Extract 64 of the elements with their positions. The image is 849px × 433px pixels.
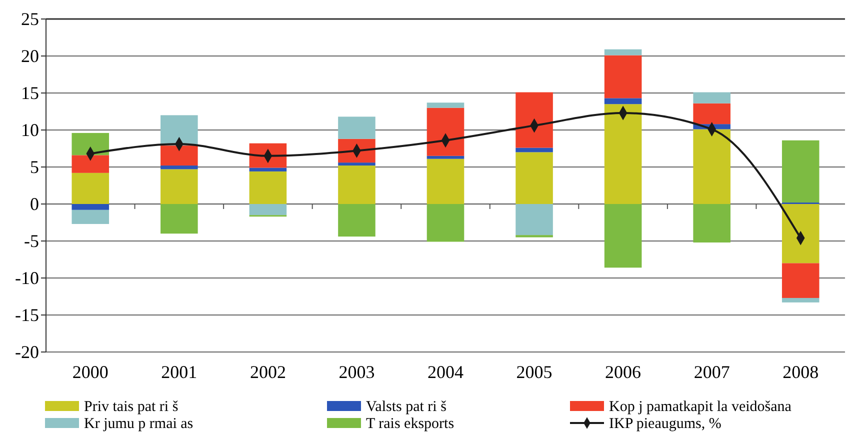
bar [782,298,820,302]
legend-label: T rais eksports [366,416,454,432]
bar [782,263,820,298]
bar [338,116,376,139]
legend-label: Kop j pamatkapit la veidošana [609,399,792,415]
x-tick-label: 2007 [694,362,730,382]
bar [160,169,198,204]
bar [72,172,110,204]
y-tick-label: 0 [30,194,39,214]
bar [426,158,464,204]
bar [782,204,820,264]
bar [249,171,287,204]
bar [338,162,376,166]
x-tick-label: 2001 [161,362,198,382]
x-tick-label: 2003 [338,362,375,382]
y-tick-label: -10 [15,268,39,288]
bar [426,108,464,156]
bar [604,49,642,56]
bar [160,146,198,166]
bar [516,204,553,236]
legend-label: Priv tais pat ri š [84,399,178,415]
x-tick-label: 2004 [428,362,464,382]
bar [249,168,287,172]
bar [160,204,198,234]
x-tick-label: 2006 [605,362,642,382]
bar [249,204,287,216]
bar [516,152,553,204]
bar [160,166,198,170]
bar [72,155,110,173]
x-tick-label: 2002 [250,362,286,382]
legend-label: Kr jumu p rmai as [84,416,194,432]
bar [693,92,730,104]
y-tick-label: 10 [21,120,39,140]
bar [604,104,642,204]
x-tick-label: 2000 [72,362,108,382]
bar [426,102,464,108]
legend-label: Valsts pat ri š [366,399,447,415]
bar [516,148,553,152]
y-tick-label: 15 [21,83,39,103]
legend-label: IKP pieaugums, % [609,416,722,432]
y-tick-label: -5 [24,231,39,251]
bar [72,210,110,224]
bar [693,129,730,204]
x-tick-label: 2005 [516,362,552,382]
y-tick-label: 20 [21,46,39,66]
y-tick-label: -20 [15,342,39,362]
y-tick-label: -15 [15,305,39,325]
bar [782,140,820,203]
x-tick-label: 2008 [782,362,819,382]
bar [604,204,642,268]
bar [604,55,642,98]
bar [426,204,464,242]
y-tick-label: 25 [21,9,39,29]
bar [693,204,730,242]
bar [72,132,110,156]
bar [693,103,730,124]
bar [426,156,464,159]
bar [338,204,376,237]
y-tick-label: 5 [30,157,39,177]
bar [72,204,110,210]
bar [516,92,553,148]
bar [604,98,642,104]
bar [160,115,198,146]
bar [338,166,376,204]
